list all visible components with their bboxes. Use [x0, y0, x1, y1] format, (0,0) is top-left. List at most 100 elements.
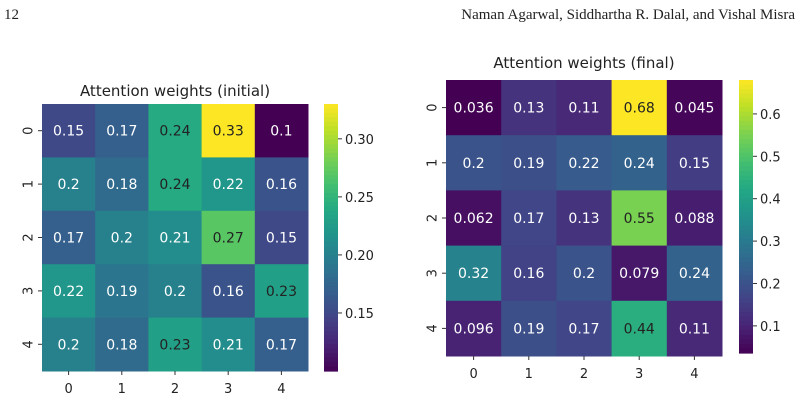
- colorbar-segment: [324, 166, 338, 172]
- heatmap-cell: [95, 210, 149, 265]
- heatmap-cell: [95, 104, 149, 158]
- colorbar-segment: [739, 348, 753, 354]
- colorbar-segment: [324, 130, 338, 136]
- cell-value-label: 0.18: [106, 177, 137, 193]
- colorbar-segment: [739, 330, 753, 336]
- heatmap-cell: [42, 157, 96, 212]
- colorbar-segment: [324, 330, 338, 336]
- colorbar-segment: [324, 339, 338, 345]
- heatmap-cell: [148, 210, 203, 265]
- cell-value-label: 0.22: [213, 177, 244, 193]
- cell-value-label: 0.23: [159, 337, 190, 353]
- cell-value-label: 0.17: [513, 211, 544, 227]
- heatmap-cell: [254, 104, 309, 158]
- colorbar-segment: [739, 130, 753, 136]
- heatmap-cell: [556, 190, 613, 247]
- colorbar-segment: [739, 148, 753, 154]
- author-list: Naman Agarwal, Siddhartha R. Dalal, and …: [461, 7, 795, 23]
- colorbar-segment: [739, 216, 753, 222]
- cell-value-label: 0.036: [454, 101, 494, 117]
- x-tick-label: 4: [277, 382, 285, 397]
- heatmap-cell: [611, 135, 668, 191]
- colorbar-segment: [324, 193, 338, 199]
- cell-value-label: 0.15: [53, 124, 84, 140]
- heatmap-cell: [666, 300, 723, 357]
- colorbar-segment: [324, 121, 338, 127]
- y-tick-label: 1: [426, 159, 441, 167]
- colorbar-segment: [739, 243, 753, 249]
- heatmap-cell: [611, 245, 668, 302]
- page-number: 12: [4, 7, 19, 23]
- cell-value-label: 0.045: [674, 101, 714, 117]
- cell-value-label: 0.44: [624, 321, 655, 337]
- cell-value-label: 0.15: [679, 156, 710, 172]
- cell-value-label: 0.2: [164, 284, 186, 300]
- colorbar-segment: [324, 184, 338, 190]
- cell-value-label: 0.2: [462, 156, 484, 172]
- heatmap-cell: [201, 210, 256, 265]
- colorbar-segment: [739, 157, 753, 163]
- colorbar-segment: [739, 111, 753, 117]
- colorbar-segment: [324, 126, 338, 132]
- cell-value-label: 0.1: [270, 124, 292, 140]
- colorbar-segment: [324, 335, 338, 341]
- colorbar-segment: [324, 317, 338, 323]
- cell-value-label: 0.19: [106, 284, 137, 300]
- heatmap-cell: [556, 135, 613, 191]
- heatmap-cell: [501, 300, 557, 357]
- cell-value-label: 0.11: [568, 101, 599, 117]
- y-tick-label: 2: [22, 233, 37, 241]
- heatmap-cell: [95, 157, 149, 212]
- colorbar-segment: [324, 188, 338, 194]
- heatmap-cell: [42, 210, 96, 265]
- heatmap-cell: [446, 300, 502, 357]
- colorbar-segment: [739, 298, 753, 304]
- x-tick-label: 0: [64, 382, 72, 397]
- heatmap-cell: [201, 264, 256, 319]
- colorbar-segment: [324, 224, 338, 230]
- heatmap-cell: [201, 157, 256, 212]
- heatmap-cell: [446, 80, 502, 136]
- colorbar-segment: [739, 343, 753, 350]
- colorbar-tick-label: 0.5: [760, 150, 781, 165]
- colorbar-segment: [739, 275, 753, 281]
- colorbar-segment: [739, 175, 753, 181]
- x-tick-label: 4: [690, 367, 698, 382]
- colorbar-segment: [739, 262, 753, 268]
- x-tick-label: 0: [469, 367, 477, 382]
- cell-value-label: 0.062: [454, 211, 494, 227]
- colorbar-segment: [324, 206, 338, 212]
- colorbar-segment: [324, 255, 338, 261]
- heatmap-initial: Attention weights (initial) 0.15 0.17 0.24…: [22, 82, 374, 397]
- colorbar-segment: [324, 308, 338, 314]
- colorbar-segment: [324, 362, 338, 368]
- cell-value-label: 0.21: [213, 337, 244, 353]
- colorbar-tick-label: 0.20: [345, 249, 374, 264]
- heatmap-cell: [148, 104, 203, 158]
- cell-value-label: 0.2: [111, 231, 133, 247]
- colorbar-tick-label: 0.3: [760, 235, 781, 250]
- colorbar-segment: [324, 246, 338, 252]
- cell-value-label: 0.11: [679, 321, 710, 337]
- colorbar-segment: [739, 207, 753, 213]
- y-tick-label: 3: [426, 269, 441, 277]
- y-tick-label: 0: [426, 103, 441, 111]
- heatmap-cell: [148, 157, 203, 212]
- heatmap-cell: [446, 190, 502, 247]
- colorbar-segment: [739, 225, 753, 231]
- cell-value-label: 0.13: [513, 101, 544, 117]
- colorbar-segment: [324, 237, 338, 243]
- x-tick-label: 1: [118, 382, 126, 397]
- colorbar-segment: [324, 104, 338, 110]
- colorbar-segment: [739, 125, 753, 131]
- colorbar-segment: [324, 139, 338, 145]
- x-tick-label: 3: [635, 367, 643, 382]
- colorbar-segment: [324, 170, 338, 176]
- colorbar-segment: [324, 201, 338, 207]
- cell-value-label: 0.24: [624, 156, 655, 172]
- x-tick-label: 1: [525, 367, 533, 382]
- heatmap-cell: [254, 210, 309, 265]
- heatmap-cell: [254, 317, 309, 372]
- colorbar-segment: [324, 304, 338, 310]
- colorbar-tick-label: 0.4: [760, 193, 781, 208]
